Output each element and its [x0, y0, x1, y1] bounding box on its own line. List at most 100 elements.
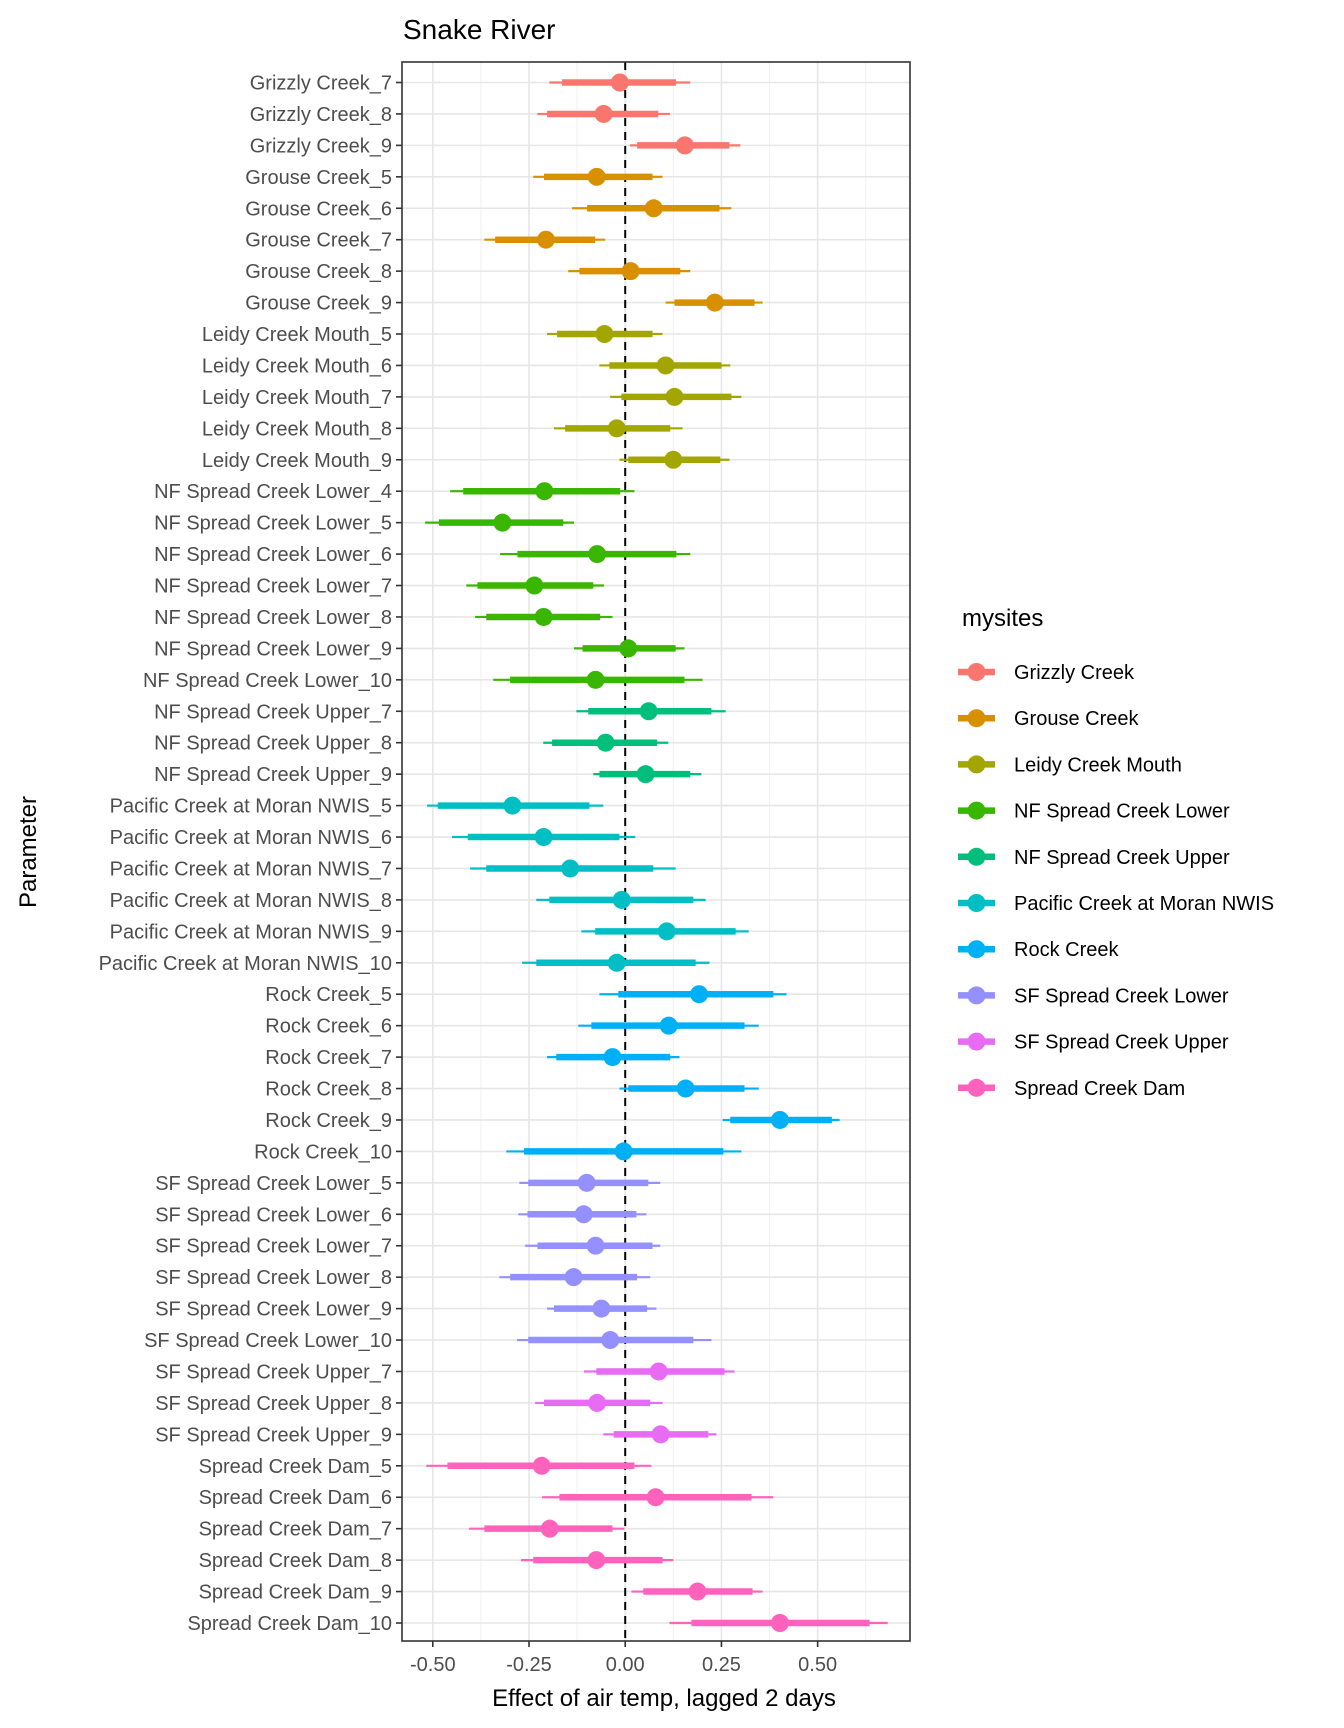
- y-tick-label: Pacific Creek at Moran NWIS_9: [110, 921, 392, 943]
- x-tick-label: 0.00: [606, 1654, 645, 1676]
- legend-key-point: [967, 663, 986, 681]
- estimate-point: [594, 104, 613, 123]
- y-tick-label: Spread Creek Dam_6: [199, 1487, 392, 1509]
- y-tick-label: Leidy Creek Mouth_6: [202, 355, 392, 377]
- x-axis-title: Effect of air temp, lagged 2 days: [492, 1685, 836, 1712]
- estimate-point: [588, 1393, 607, 1412]
- y-tick-label: SF Spread Creek Lower_6: [155, 1204, 392, 1226]
- estimate-row: [484, 230, 606, 249]
- estimate-point: [493, 513, 512, 532]
- legend-title: mysites: [962, 605, 1043, 632]
- y-tick-label: NF Spread Creek Lower_6: [154, 544, 392, 566]
- estimate-row: [452, 828, 636, 847]
- y-tick-label: Grouse Creek_5: [245, 167, 392, 189]
- estimate-point: [595, 325, 614, 344]
- data-marks: [425, 73, 888, 1632]
- y-tick-label: Spread Creek Dam_5: [199, 1456, 392, 1478]
- estimate-row: [475, 607, 613, 626]
- estimate-row: [599, 356, 731, 375]
- estimate-row: [470, 859, 676, 878]
- estimate-point: [770, 1110, 789, 1129]
- estimate-row: [554, 419, 683, 438]
- estimate-point: [592, 1299, 611, 1318]
- estimate-row: [610, 387, 742, 406]
- estimate-point: [705, 293, 724, 312]
- y-tick-label: Grizzly Creek_9: [250, 135, 392, 157]
- y-tick-label: SF Spread Creek Lower_10: [144, 1330, 392, 1352]
- legend-entry: Grizzly Creek: [958, 662, 1135, 684]
- estimate-row: [533, 167, 663, 186]
- estimate-point: [644, 199, 663, 218]
- y-tick-label: Grouse Creek_7: [245, 230, 392, 252]
- x-tick-label: -0.50: [410, 1654, 456, 1676]
- y-tick-label: SF Spread Creek Lower_8: [155, 1267, 392, 1289]
- estimate-row: [722, 1110, 840, 1129]
- legend-label: SF Spread Creek Lower: [1014, 985, 1229, 1007]
- estimate-row: [584, 1362, 735, 1381]
- estimate-row: [427, 796, 604, 815]
- estimate-point: [596, 733, 615, 752]
- y-tick-label: Pacific Creek at Moran NWIS_7: [110, 858, 392, 880]
- y-tick-label: SF Spread Creek Upper_9: [155, 1424, 392, 1446]
- legend-label: Grouse Creek: [1014, 708, 1139, 730]
- y-tick-label: Grouse Creek_9: [245, 293, 392, 315]
- estimate-row: [568, 262, 691, 281]
- estimate-row: [536, 890, 706, 909]
- estimate-row: [593, 765, 702, 784]
- estimate-point: [577, 1173, 596, 1192]
- estimate-row: [547, 1048, 680, 1067]
- estimate-row: [450, 482, 635, 501]
- y-tick-label: Rock Creek_8: [265, 1079, 392, 1101]
- legend-key-point: [967, 847, 986, 866]
- estimate-row: [576, 702, 726, 721]
- gridlines: [402, 62, 910, 1641]
- estimate-row: [665, 293, 763, 312]
- estimate-row: [525, 1236, 661, 1255]
- estimate-point: [574, 1205, 593, 1224]
- estimate-row: [466, 576, 605, 595]
- estimate-point: [659, 1016, 678, 1035]
- estimate-row: [519, 1173, 661, 1192]
- estimate-point: [535, 482, 554, 501]
- estimate-point: [636, 765, 655, 784]
- estimate-point: [619, 639, 638, 658]
- y-tick-label: Spread Creek Dam_8: [199, 1550, 392, 1572]
- y-tick-label: Grouse Creek_6: [245, 198, 392, 220]
- legend-entry: SF Spread Creek Lower: [958, 985, 1229, 1007]
- estimate-point: [770, 1614, 789, 1632]
- estimate-row: [631, 1582, 763, 1601]
- legend-key-point: [967, 940, 986, 959]
- estimate-point: [688, 1582, 707, 1601]
- estimate-point: [587, 167, 606, 186]
- y-axis: Grizzly Creek_7 Grizzly Creek_8 Grizzly Cr…: [99, 73, 402, 1635]
- chart-title: Snake River: [403, 14, 556, 45]
- estimate-point: [586, 1236, 605, 1255]
- estimate-point: [676, 1079, 695, 1098]
- y-tick-label: Grizzly Creek_8: [250, 104, 392, 126]
- estimate-point: [621, 262, 640, 281]
- estimate-row: [578, 1016, 759, 1035]
- estimate-row: [537, 104, 670, 123]
- legend-key-point: [967, 986, 986, 1005]
- y-tick-label: Pacific Creek at Moran NWIS_10: [99, 953, 392, 975]
- y-tick-label: SF Spread Creek Upper_7: [155, 1361, 392, 1383]
- y-tick-label: Leidy Creek Mouth_5: [202, 324, 392, 346]
- estimate-point: [610, 73, 629, 92]
- estimate-point: [649, 1362, 668, 1381]
- estimate-point: [534, 607, 553, 626]
- estimate-point: [651, 1425, 670, 1444]
- estimate-point: [646, 1488, 665, 1507]
- estimate-row: [500, 545, 691, 564]
- estimate-row: [468, 1519, 625, 1538]
- y-tick-label: NF Spread Creek Lower_10: [143, 670, 392, 692]
- estimate-point: [561, 859, 580, 878]
- estimate-point: [503, 796, 522, 815]
- estimate-row: [547, 325, 663, 344]
- estimate-row: [425, 513, 575, 532]
- estimate-row: [493, 670, 703, 689]
- legend-label: SF Spread Creek Upper: [1014, 1032, 1229, 1054]
- estimate-row: [535, 1393, 663, 1412]
- estimate-row: [522, 953, 710, 972]
- legend-key-point: [967, 894, 986, 912]
